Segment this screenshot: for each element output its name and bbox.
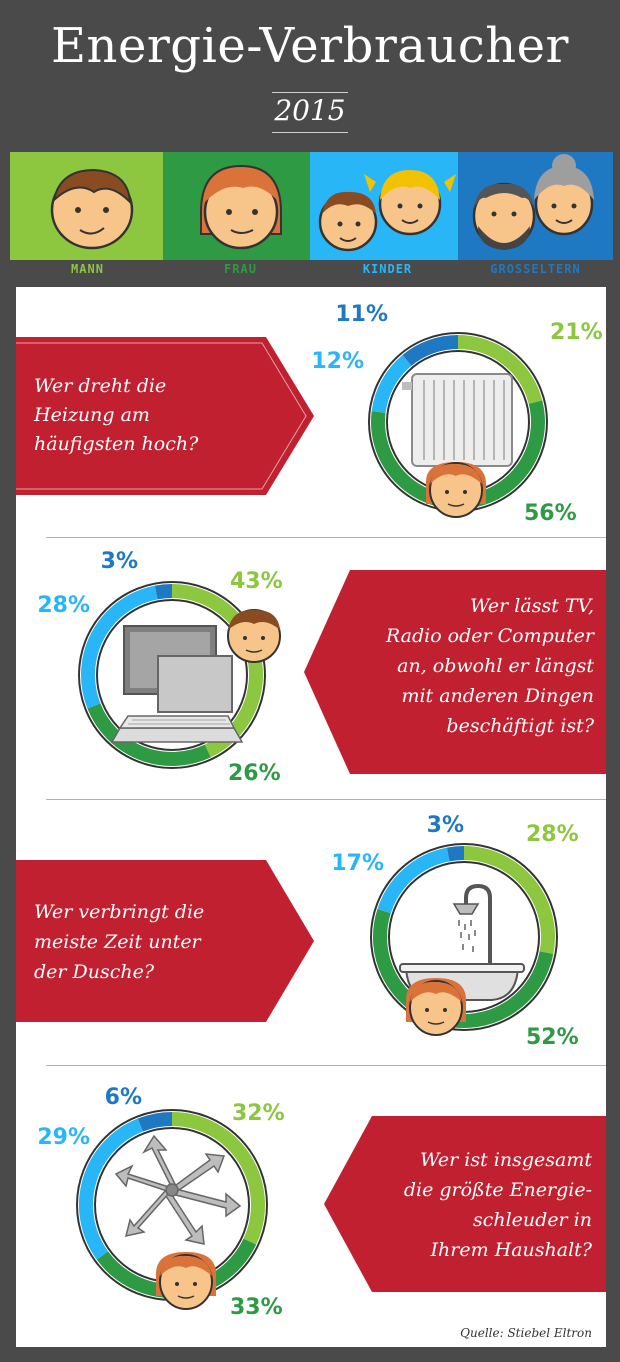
- donut-segment-kinder: [371, 354, 412, 414]
- donut-segment-kinder: [79, 1118, 144, 1260]
- group-band-kinder: [310, 152, 465, 260]
- question-4-line-4: Ihrem Haushalt?: [430, 1239, 593, 1261]
- percent-label-frau: 52%: [526, 1025, 579, 1050]
- page-title: Energie-Verbraucher: [51, 18, 569, 74]
- question-2-line-3: an, obwohl er längst: [397, 655, 594, 677]
- question-banner-1: Wer dreht die Heizung am häufigsten hoch…: [16, 337, 314, 495]
- percent-label-frau: 33%: [230, 1295, 283, 1320]
- percent-label-kinder: 28%: [37, 593, 90, 618]
- percent-label-mann: 28%: [526, 822, 579, 847]
- donut-segment-mann: [463, 846, 555, 955]
- question-4-line-1: Wer ist insgesamt: [420, 1149, 592, 1171]
- donut-segment-grosseltern: [446, 846, 465, 862]
- question-1-line-1: Wer dreht die: [34, 375, 166, 397]
- energy-arrows-icon: [114, 1134, 242, 1245]
- group-label-kinder: KINDER: [362, 262, 413, 276]
- question-banner-3: Wer verbringt die meiste Zeit unter der …: [16, 860, 314, 1022]
- total-energy-donut-chart: 32% 33% 29% 6%: [37, 1085, 285, 1320]
- header: Energie-Verbraucher 2015: [0, 0, 620, 150]
- percent-label-frau: 56%: [524, 501, 577, 526]
- man-face-icon: [50, 168, 134, 250]
- children-faces-icon: [318, 170, 456, 252]
- woman-face-icon: [406, 978, 466, 1036]
- woman-face-icon: [426, 462, 486, 518]
- group-band-grosseltern: [458, 152, 613, 260]
- donut-segment-grosseltern: [154, 584, 173, 600]
- question-3-line-3: der Dusche?: [34, 961, 155, 983]
- radiator-icon: [402, 373, 513, 467]
- question-banner-4: Wer ist insgesamt die größte Energie- sc…: [324, 1116, 606, 1292]
- group-band-mann: [10, 152, 165, 260]
- percent-label-kinder: 12%: [311, 349, 364, 374]
- donut-segment-mann: [171, 1112, 265, 1245]
- percent-label-grosseltern: 3%: [101, 549, 138, 574]
- shower-donut-chart: 28% 52% 17% 3%: [331, 813, 579, 1050]
- question-2-line-2: Radio oder Computer: [385, 625, 596, 647]
- question-2-line-1: Wer lässt TV,: [470, 595, 594, 617]
- percent-label-grosseltern: 11%: [335, 302, 388, 327]
- computer-icon: [110, 625, 244, 743]
- percent-label-kinder: 29%: [37, 1125, 90, 1150]
- donut-outline: [370, 843, 558, 1031]
- section-divider: [46, 799, 606, 800]
- source-note: Quelle: Stiebel Eltron: [460, 1326, 592, 1340]
- percent-label-mann: 43%: [230, 569, 283, 594]
- question-4-line-2: die größte Energie-: [404, 1179, 592, 1201]
- section-divider: [46, 537, 606, 538]
- question-3-line-2: meiste Zeit unter: [34, 931, 203, 953]
- group-label-grosseltern: GROSSELTERN: [490, 262, 581, 276]
- donut-segment-mann: [457, 335, 543, 405]
- percent-label-kinder: 17%: [331, 851, 384, 876]
- question-2-line-5: beschäftigt ist?: [446, 715, 594, 737]
- percent-label-grosseltern: 3%: [427, 813, 464, 838]
- question-2-line-4: mit anderen Dingen: [401, 685, 594, 707]
- percent-label-mann: 32%: [232, 1101, 285, 1126]
- donut-outline: [78, 581, 266, 769]
- year-rule-top: [272, 92, 348, 93]
- group-label-frau: FRAU: [224, 262, 257, 276]
- donut-segment-grosseltern: [137, 1112, 173, 1132]
- donut-inner-outline: [96, 599, 248, 751]
- woman-face-icon: [156, 1252, 216, 1310]
- question-4-line-3: schleuder in: [473, 1209, 592, 1231]
- page-year: 2015: [274, 94, 346, 127]
- grandparents-faces-icon: [472, 154, 594, 250]
- percent-label-mann: 21%: [550, 320, 603, 345]
- group-label-mann: MANN: [71, 262, 104, 276]
- question-3-line-1: Wer verbringt die: [34, 901, 204, 923]
- percent-label-grosseltern: 6%: [105, 1085, 142, 1110]
- electronics-donut-chart: 43% 26% 28% 3%: [37, 549, 283, 786]
- donut-segment-frau: [87, 703, 211, 766]
- group-band-frau: [163, 152, 318, 260]
- question-1-line-3: häufigsten hoch?: [34, 433, 199, 455]
- donut-segment-kinder: [377, 847, 450, 914]
- year-rule-bottom: [272, 132, 348, 133]
- question-banner-2: Wer lässt TV, Radio oder Computer an, ob…: [304, 570, 606, 774]
- donut-segment-kinder: [81, 585, 158, 709]
- heating-donut-chart: 21% 56% 12% 11%: [311, 302, 603, 526]
- percent-label-frau: 26%: [228, 761, 281, 786]
- section-divider: [46, 1065, 606, 1066]
- donut-segment-grosseltern: [402, 335, 459, 366]
- woman-face-icon: [200, 164, 282, 250]
- man-face-icon: [227, 609, 281, 663]
- question-1-line-2: Heizung am: [33, 404, 150, 426]
